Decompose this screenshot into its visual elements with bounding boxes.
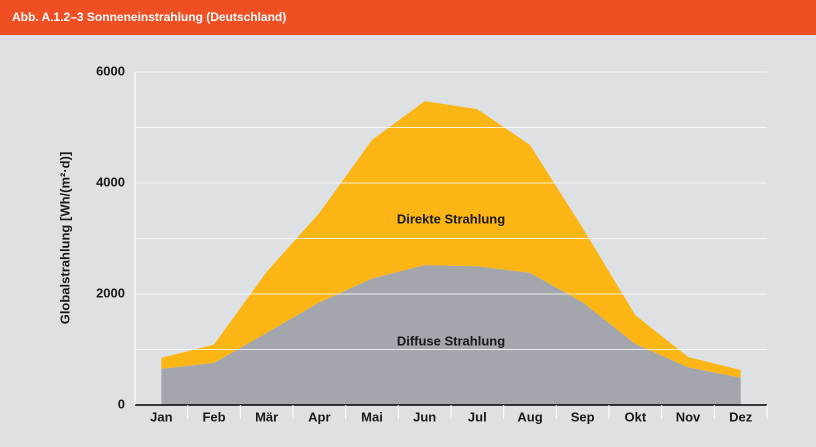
x-tick-label: Mär: [255, 409, 278, 424]
x-tick-label: Jun: [413, 409, 436, 424]
x-tick-label: Okt: [624, 409, 646, 424]
y-tick-label: 0: [118, 396, 125, 411]
series-label: Direkte Strahlung: [397, 211, 505, 226]
series-label: Diffuse Strahlung: [397, 333, 505, 348]
y-tick-label: 4000: [96, 174, 125, 189]
x-tick-label: Apr: [308, 409, 330, 424]
y-tick-label: 2000: [96, 285, 125, 300]
x-tick-label: Jul: [468, 409, 487, 424]
x-tick-label: Dez: [729, 409, 753, 424]
x-tick-label: Mai: [361, 409, 383, 424]
area: [161, 101, 741, 378]
x-tick-label: Nov: [676, 409, 701, 424]
x-tick-label: Aug: [517, 409, 542, 424]
chart-title: Abb. A.1.2–3 Sonneneinstrahlung (Deutsch…: [12, 10, 286, 24]
y-tick-label: 6000: [96, 63, 125, 78]
area: [161, 265, 741, 405]
x-tick-label: Jan: [150, 409, 172, 424]
x-tick-label: Feb: [202, 409, 225, 424]
title-bar: [0, 0, 816, 35]
x-tick-label: Sep: [571, 409, 595, 424]
y-axis-label: Globalstrahlung [Wh/(m²·d)]: [57, 152, 72, 325]
